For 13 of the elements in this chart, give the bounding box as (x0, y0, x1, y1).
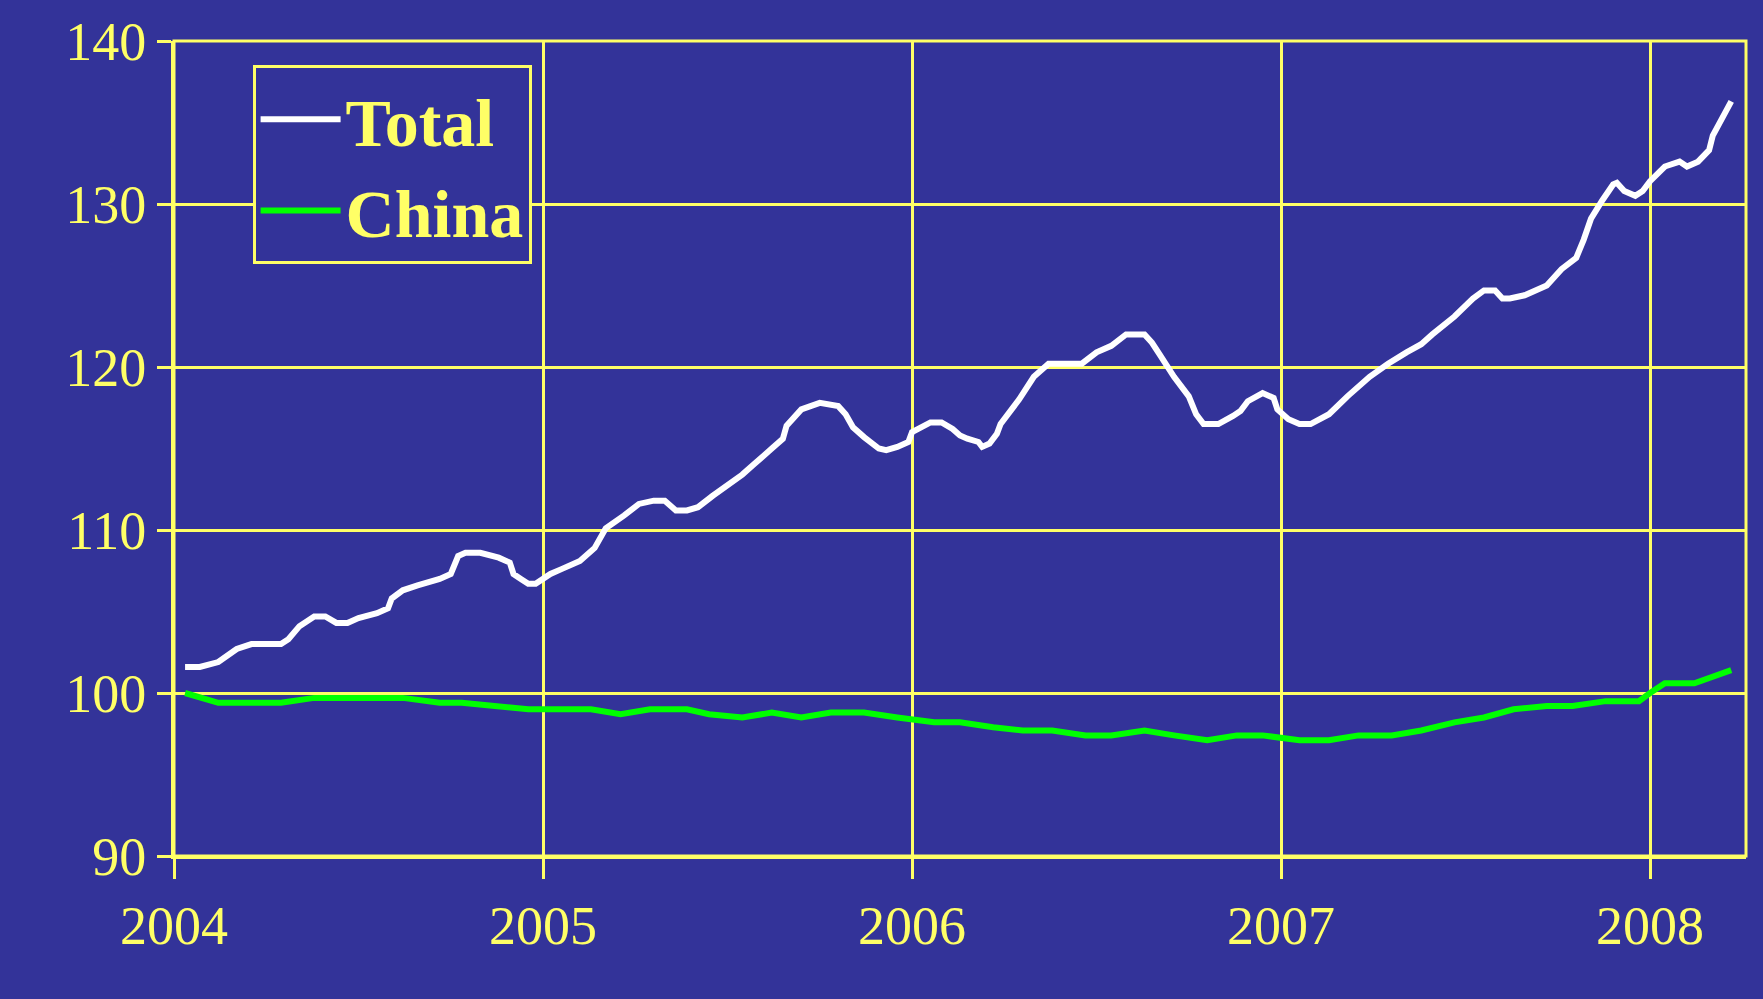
y-tick-label: 100 (65, 663, 147, 724)
y-tick-label: 110 (67, 500, 147, 561)
legend-label: Total (345, 84, 495, 161)
y-tick-label: 120 (65, 337, 147, 398)
y-tick-label: 140 (65, 11, 147, 72)
y-tick-label: 130 (65, 174, 147, 235)
x-tick-label: 2004 (120, 895, 228, 956)
legend-label: China (345, 176, 524, 253)
x-tick-label: 2006 (858, 895, 967, 956)
y-tick-label: 90 (92, 826, 147, 887)
x-tick-label: 2007 (1227, 895, 1336, 956)
x-tick-label: 2005 (489, 895, 598, 956)
x-tick-label: 2008 (1596, 895, 1705, 956)
